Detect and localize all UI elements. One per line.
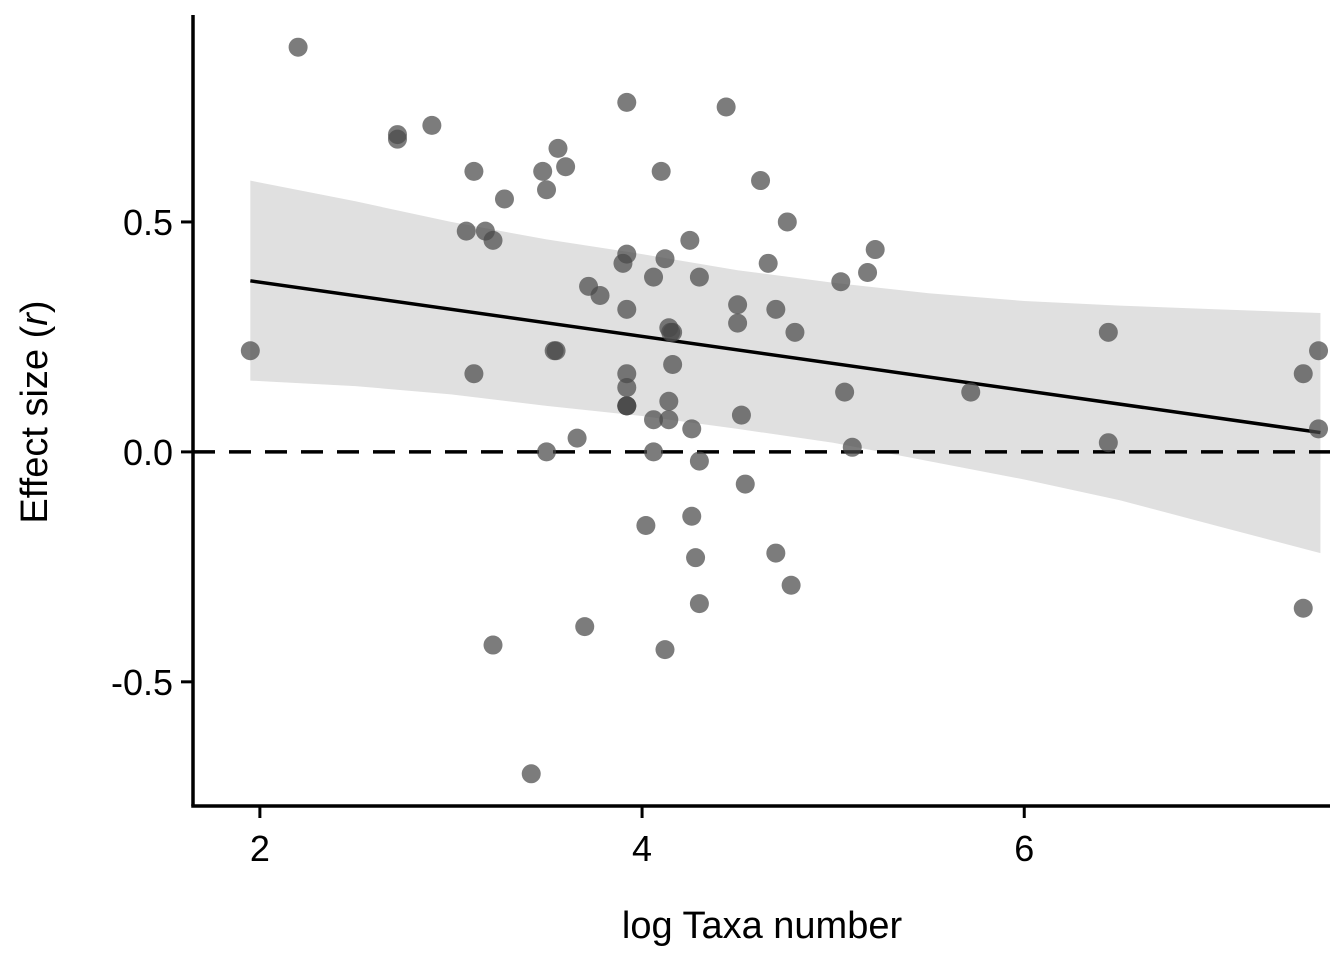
- data-point: [735, 474, 755, 494]
- x-tick-label: 2: [250, 828, 270, 869]
- data-point: [831, 272, 851, 292]
- data-point: [835, 382, 855, 402]
- data-point: [655, 640, 675, 660]
- data-point: [483, 230, 503, 250]
- data-point: [1309, 341, 1329, 361]
- y-axis-title: Effect size (r): [14, 300, 56, 523]
- data-point: [766, 543, 786, 563]
- y-axis-title-part-3: ): [14, 300, 56, 313]
- data-point: [494, 189, 514, 209]
- data-point: [1293, 364, 1313, 384]
- data-point: [575, 617, 595, 637]
- data-point: [842, 437, 862, 457]
- data-point: [617, 396, 637, 416]
- data-point: [464, 161, 484, 181]
- data-point: [682, 506, 702, 526]
- data-point: [865, 240, 885, 260]
- data-point: [689, 451, 709, 471]
- data-point: [617, 92, 637, 112]
- data-point: [716, 97, 736, 117]
- fit-line-layer: [250, 279, 1321, 435]
- data-point: [728, 295, 748, 315]
- data-point: [663, 355, 683, 375]
- data-point: [655, 249, 675, 269]
- data-points-layer: [240, 37, 1329, 784]
- data-point: [240, 341, 260, 361]
- data-point: [644, 410, 664, 430]
- x-tick-label: 4: [632, 828, 652, 869]
- data-point: [617, 299, 637, 319]
- data-point: [387, 129, 407, 149]
- tick-labels-layer: 2 4 6 -0.5 0.0 0.5: [111, 202, 1034, 869]
- data-point: [651, 161, 671, 181]
- data-point: [659, 391, 679, 411]
- data-point: [456, 221, 476, 241]
- data-point: [785, 322, 805, 342]
- data-point: [644, 442, 664, 462]
- data-point: [537, 180, 557, 200]
- data-point: [537, 442, 557, 462]
- axes-layer: [181, 15, 1330, 818]
- data-point: [731, 405, 751, 425]
- data-point: [521, 764, 541, 784]
- data-point: [659, 410, 679, 430]
- data-point: [1293, 598, 1313, 618]
- data-point: [288, 37, 308, 57]
- data-point: [636, 515, 656, 535]
- data-point: [728, 313, 748, 333]
- data-point: [422, 115, 442, 135]
- data-point: [689, 594, 709, 614]
- data-point: [686, 548, 706, 568]
- data-point: [689, 267, 709, 287]
- data-point: [644, 267, 664, 287]
- y-tick-label: 0.5: [123, 202, 173, 243]
- y-axis-title-part-2: r: [14, 312, 56, 326]
- regression-line: [250, 279, 1321, 435]
- data-point: [781, 575, 801, 595]
- data-point: [1098, 433, 1118, 453]
- data-point: [961, 382, 981, 402]
- data-point: [751, 171, 771, 191]
- data-point: [533, 161, 553, 181]
- data-point: [464, 364, 484, 384]
- x-axis-title: log Taxa number: [622, 905, 903, 947]
- data-point: [590, 286, 610, 306]
- data-point: [483, 635, 503, 655]
- data-point: [546, 341, 566, 361]
- y-tick-label: 0.0: [123, 432, 173, 473]
- data-point: [556, 157, 576, 177]
- y-axis-title-part-1: Effect size (: [14, 325, 56, 523]
- data-point: [858, 263, 878, 283]
- data-point: [758, 253, 778, 273]
- y-tick-label: -0.5: [111, 662, 173, 703]
- data-point: [663, 322, 683, 342]
- confidence-band: [250, 180, 1321, 554]
- data-point: [548, 138, 568, 158]
- data-point: [617, 364, 637, 384]
- data-point: [777, 212, 797, 232]
- confidence-band-layer: [250, 180, 1321, 554]
- data-point: [567, 428, 587, 448]
- x-tick-label: 6: [1014, 828, 1034, 869]
- data-point: [1098, 322, 1118, 342]
- data-point: [682, 419, 702, 439]
- data-point: [1309, 419, 1329, 439]
- data-point: [680, 230, 700, 250]
- data-point: [617, 244, 637, 264]
- data-point: [766, 299, 786, 319]
- data-point: [617, 378, 637, 398]
